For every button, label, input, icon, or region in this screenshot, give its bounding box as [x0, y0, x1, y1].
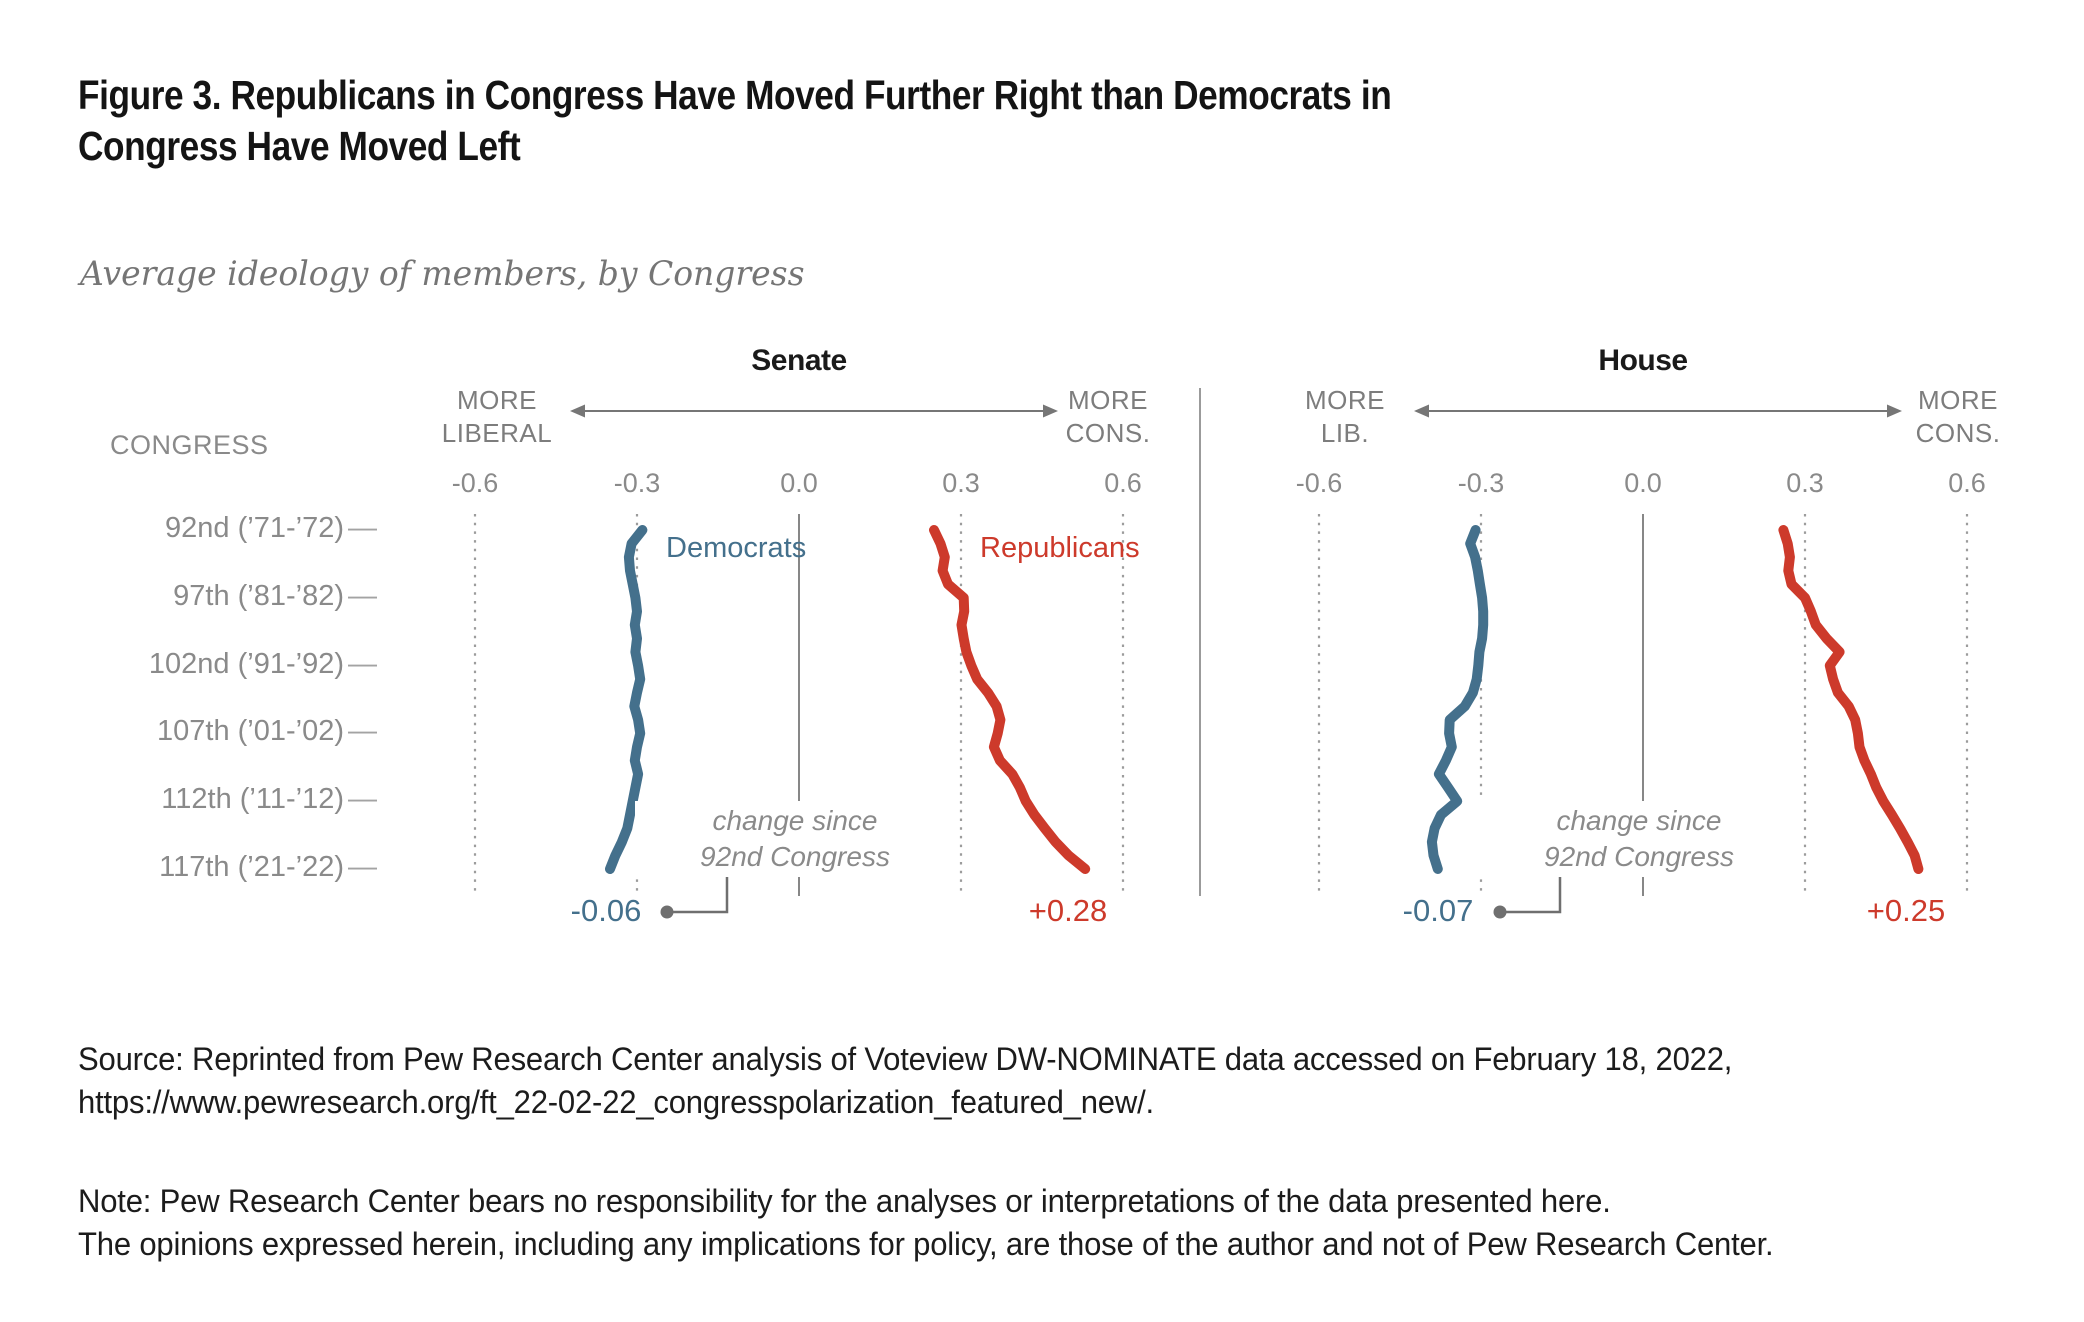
house-democrats-change-value: -0.07: [1402, 893, 1474, 928]
house-republicans-line: [1778, 525, 1924, 874]
senate-republicans-line: [929, 525, 1091, 874]
change-connector: [1500, 868, 1562, 914]
source-line1: Source: Reprinted from Pew Research Cent…: [78, 1041, 1733, 1077]
change-connector-dot: [660, 905, 674, 919]
senate-change-annotation-line1: change since: [712, 805, 878, 836]
house-change-annotation-line2: 92nd Congress: [1544, 841, 1734, 872]
senate-change-annotation: change since 92nd Congress: [635, 801, 955, 877]
source-text: Source: Reprinted from Pew Research Cent…: [78, 1038, 1732, 1124]
senate-more-liberal-label: MORE LIBERAL: [441, 385, 553, 448]
panel-title-house: House: [1598, 344, 1688, 377]
senate-democrats-change-value: -0.06: [570, 893, 642, 928]
republicans-series-label: Republicans: [980, 532, 1140, 564]
senate-change-annotation-line2: 92nd Congress: [700, 841, 890, 872]
house-republicans-change-value: +0.25: [1866, 893, 1946, 928]
senate-republicans-change-value: +0.28: [1028, 893, 1108, 928]
senate-democrats-line: [605, 525, 648, 874]
figure-title-line1: Figure 3. Republicans in Congress Have M…: [78, 72, 1392, 118]
note-line2: The opinions expressed herein, including…: [78, 1226, 1774, 1262]
house-change-annotation: change since 92nd Congress: [1479, 801, 1799, 877]
senate-more-cons-label: MORE CONS.: [1065, 385, 1151, 448]
house-change-annotation-line1: change since: [1556, 805, 1722, 836]
house-more-lib-label: MORE LIB.: [1305, 385, 1385, 448]
arrowhead-left-icon: [570, 404, 585, 418]
figure-title-line2: Congress Have Moved Left: [78, 123, 521, 169]
change-connector: [667, 868, 729, 914]
figure-subtitle: Average ideology of members, by Congress: [80, 254, 805, 294]
note-text: Note: Pew Research Center bears no respo…: [78, 1180, 1774, 1266]
house-democrats-line: [1426, 525, 1489, 874]
figure-title: Figure 3. Republicans in Congress Have M…: [78, 70, 1392, 172]
congress-axis-header: CONGRESS: [110, 430, 269, 460]
source-line2: https://www.pewresearch.org/ft_22-02-22_…: [78, 1084, 1154, 1120]
house-more-cons-label: MORE CONS.: [1915, 385, 2001, 448]
panel-title-senate: Senate: [751, 344, 847, 377]
arrowhead-right-icon: [1043, 404, 1058, 418]
note-line1: Note: Pew Research Center bears no respo…: [78, 1183, 1611, 1219]
arrowhead-right-icon: [1887, 404, 1902, 418]
arrowhead-left-icon: [1414, 404, 1429, 418]
democrats-series-label: Democrats: [666, 532, 807, 564]
change-connector-dot: [1493, 905, 1507, 919]
